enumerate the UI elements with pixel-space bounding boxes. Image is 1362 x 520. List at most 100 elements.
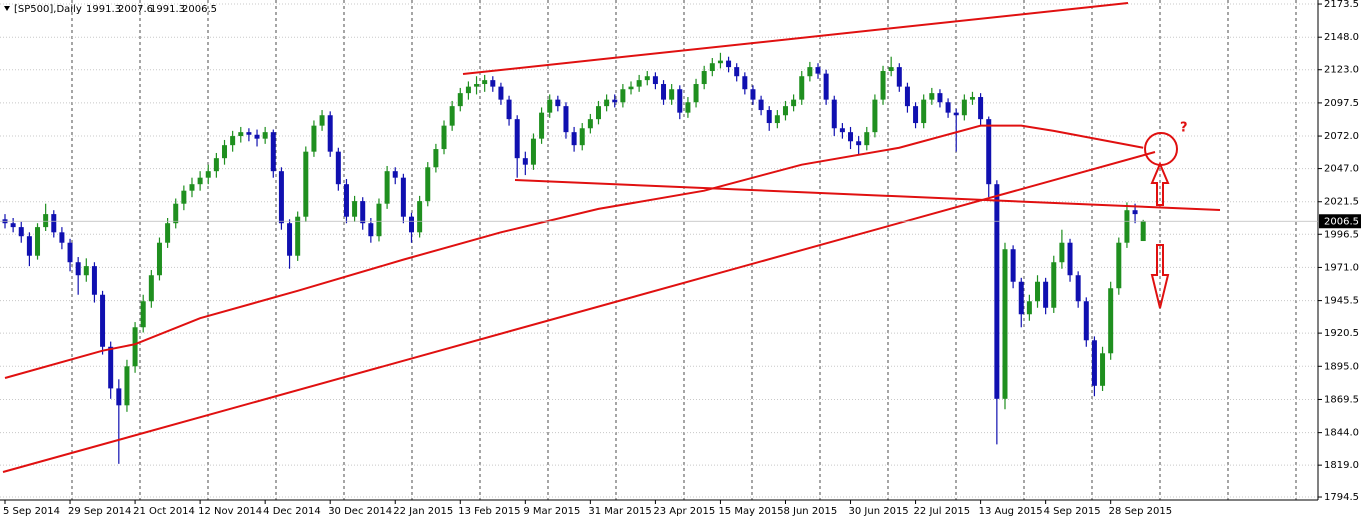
- candle-body: [319, 115, 325, 126]
- candle-body: [620, 89, 626, 103]
- candle-body: [270, 132, 276, 172]
- candle-body: [945, 102, 951, 113]
- candle-body: [514, 119, 520, 159]
- candle-body: [815, 67, 821, 74]
- candle-body: [831, 99, 837, 129]
- candle-body: [156, 242, 162, 276]
- candle-body: [433, 149, 439, 168]
- candle-body: [969, 97, 975, 100]
- y-tick-label: 1971.0: [1324, 262, 1359, 273]
- candle-body: [43, 214, 49, 228]
- ohlc-low: 1991.3: [150, 4, 185, 15]
- candle-body: [465, 86, 471, 94]
- candle-body: [360, 201, 366, 224]
- candle-body: [67, 242, 73, 263]
- candle-body: [961, 99, 967, 116]
- candle-body: [230, 136, 236, 146]
- annotation: ?: [1180, 121, 1188, 136]
- candle-body: [140, 301, 146, 328]
- candle-body: [937, 93, 943, 103]
- candle-body: [677, 89, 683, 113]
- y-tick-label: 1844.0: [1324, 428, 1359, 439]
- x-tick-label: 9 Mar 2015: [523, 506, 580, 517]
- y-tick-label: 1794.5: [1324, 492, 1359, 503]
- down-arrow: [1150, 244, 1170, 309]
- header: [SP500],Daily 1991.3 2007.6 1991.3 2006.…: [4, 4, 217, 15]
- trend-lines: ?: [2, 2, 1221, 473]
- candle-body: [864, 132, 870, 146]
- candle-body: [59, 232, 65, 243]
- x-tick-label: 31 Mar 2015: [588, 506, 651, 517]
- candle-body: [612, 99, 618, 103]
- candle-body: [262, 132, 268, 139]
- y-tick-label: 1869.5: [1324, 394, 1359, 405]
- candle-body: [1116, 242, 1122, 289]
- candle-body: [644, 76, 650, 81]
- candle-body: [213, 158, 219, 172]
- candle-body: [392, 171, 398, 178]
- candle-body: [986, 119, 992, 185]
- candle-body: [628, 86, 634, 90]
- candle-body: [376, 203, 382, 237]
- candle-body: [173, 203, 179, 224]
- ohlc-high: 2007.6: [118, 4, 153, 15]
- candle-body: [132, 327, 138, 367]
- candle-body: [197, 177, 203, 185]
- candle-body: [1140, 221, 1146, 242]
- x-tick-label: 5 Sep 2014: [3, 506, 60, 517]
- candle-body: [222, 145, 228, 159]
- candle-body: [880, 71, 886, 100]
- candle-body: [661, 84, 667, 100]
- candle-body: [1108, 288, 1114, 354]
- candle-body: [311, 125, 317, 152]
- candle-body: [693, 84, 699, 103]
- up-arrow: [1150, 161, 1170, 206]
- candle-body: [766, 110, 772, 124]
- candle-body: [295, 216, 301, 256]
- candle-body: [116, 388, 122, 406]
- candle-body: [848, 132, 854, 142]
- y-tick-label: 1945.5: [1324, 296, 1359, 307]
- x-tick-label: 13 Feb 2015: [458, 506, 520, 517]
- trend-line: [514, 179, 1221, 211]
- candle-body: [636, 80, 642, 87]
- candle-body: [352, 201, 358, 217]
- candle-body: [124, 366, 130, 406]
- candle-body: [669, 89, 675, 100]
- candle-body: [1059, 242, 1065, 263]
- candle-body: [799, 76, 805, 100]
- x-tick-label: 22 Jul 2015: [914, 506, 971, 517]
- candle-body: [1035, 281, 1041, 302]
- candle-body: [823, 73, 829, 100]
- candle-body: [1043, 281, 1049, 308]
- candle-body: [750, 89, 756, 100]
- candle-body: [530, 138, 536, 165]
- candle-body: [1132, 210, 1138, 215]
- candle-body: [547, 99, 553, 113]
- x-tick-label: 4 Sep 2015: [1044, 506, 1101, 517]
- candle-body: [1067, 242, 1073, 276]
- current-price-box: [1319, 214, 1361, 229]
- y-tick-label: 2072.0: [1324, 131, 1359, 142]
- y-tick-label: 2047.0: [1324, 164, 1359, 175]
- candle-body: [10, 223, 16, 228]
- current-price-label: 2006.5: [1324, 216, 1359, 227]
- candle-body: [384, 171, 390, 204]
- candle-body: [579, 128, 585, 146]
- candle-body: [474, 84, 480, 87]
- trend-line: [462, 2, 1129, 75]
- candle-body: [91, 266, 97, 295]
- candle-body: [1100, 353, 1106, 386]
- candle-body: [482, 80, 488, 85]
- candle-body: [774, 115, 780, 124]
- candle-body: [51, 214, 57, 233]
- candle-body: [807, 67, 813, 77]
- candle-body: [108, 346, 114, 389]
- candle-body: [539, 112, 545, 139]
- candle-body: [205, 171, 211, 178]
- candle-body: [587, 119, 593, 129]
- candle-body: [888, 67, 894, 72]
- ohlc-open: 1991.3: [86, 4, 121, 15]
- candle-body: [839, 128, 845, 133]
- candle-body: [100, 294, 106, 347]
